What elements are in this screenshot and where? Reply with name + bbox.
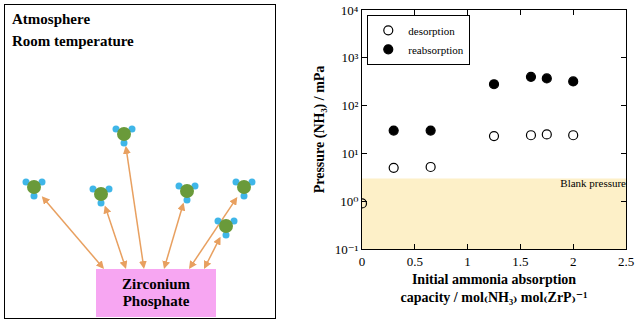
svg-text:10⁻¹: 10⁻¹: [335, 242, 359, 257]
svg-text:0: 0: [359, 254, 366, 269]
svg-text:10³: 10³: [341, 50, 358, 65]
svg-text:ZirconiumPhosphate: ZirconiumPhosphate: [122, 276, 191, 309]
svg-text:Room temperature: Room temperature: [12, 33, 134, 49]
svg-text:Initial ammonia absorptioncapa: Initial ammonia absorptioncapacity / mol…: [401, 272, 588, 305]
svg-text:2: 2: [570, 254, 577, 269]
svg-text:10²: 10²: [341, 98, 358, 113]
svg-text:Blank pressure: Blank pressure: [560, 177, 626, 189]
svg-text:1.5: 1.5: [512, 254, 528, 269]
svg-text:0.5: 0.5: [407, 254, 423, 269]
svg-text:reabsorption: reabsorption: [408, 44, 463, 56]
svg-text:10⁴: 10⁴: [341, 3, 359, 18]
svg-text:10¹: 10¹: [341, 146, 358, 161]
svg-text:desorption: desorption: [408, 25, 455, 37]
svg-text:10⁰: 10⁰: [340, 194, 358, 209]
svg-text:1: 1: [464, 254, 471, 269]
svg-text:Pressure (NH₃) / mPa: Pressure (NH₃) / mPa: [312, 66, 328, 194]
svg-text:Atmosphere: Atmosphere: [12, 11, 90, 27]
svg-text:2.5: 2.5: [618, 254, 634, 269]
